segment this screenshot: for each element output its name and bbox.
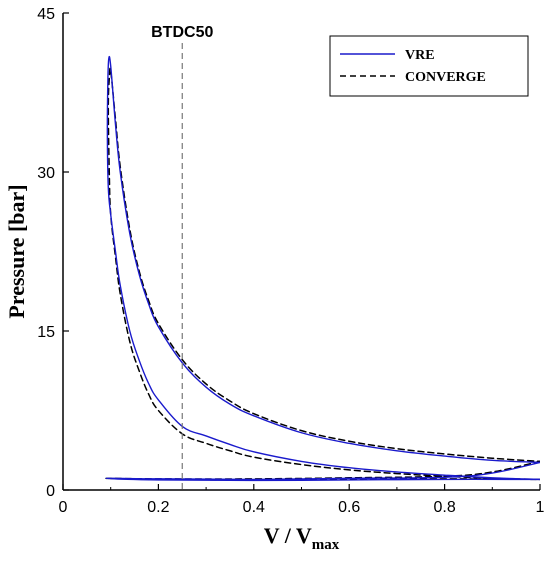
plot-area — [105, 55, 540, 482]
legend: VRE CONVERGE — [329, 35, 529, 97]
x-tick-label: 0 — [59, 499, 68, 516]
x-axis-title: V / Vmax — [264, 523, 340, 553]
legend-label-vre: VRE — [405, 48, 435, 63]
x-tick-label: 1 — [536, 499, 545, 516]
annotation: BTDC50 — [151, 24, 213, 490]
y-axis-title: Pressure [bar] — [4, 184, 29, 318]
series-vre-gas-exchange — [105, 461, 540, 482]
y-tick-label: 0 — [46, 483, 55, 500]
x-tick-label: 0.6 — [338, 499, 360, 516]
series-vre-compression-combustion-expansion — [106, 55, 540, 481]
x-tick-label: 0.8 — [433, 499, 455, 516]
legend-label-converge: CONVERGE — [405, 70, 486, 85]
y-tick-label: 15 — [37, 324, 55, 341]
y-tick-label: 30 — [37, 165, 55, 182]
series-converge-compression-combustion-expansion — [107, 67, 540, 481]
x-tick-label: 0.2 — [147, 499, 169, 516]
x-axis-title-main: V / V — [264, 523, 312, 548]
btdc50-label: BTDC50 — [151, 24, 213, 41]
y-tick-label: 45 — [37, 6, 55, 23]
x-tick-label: 0.4 — [243, 499, 265, 516]
x-axis-title-subscript: max — [312, 537, 340, 553]
legend-box — [329, 35, 529, 97]
ticks: 0 0.2 0.4 0.6 0.8 1 0 15 30 45 — [37, 6, 544, 516]
